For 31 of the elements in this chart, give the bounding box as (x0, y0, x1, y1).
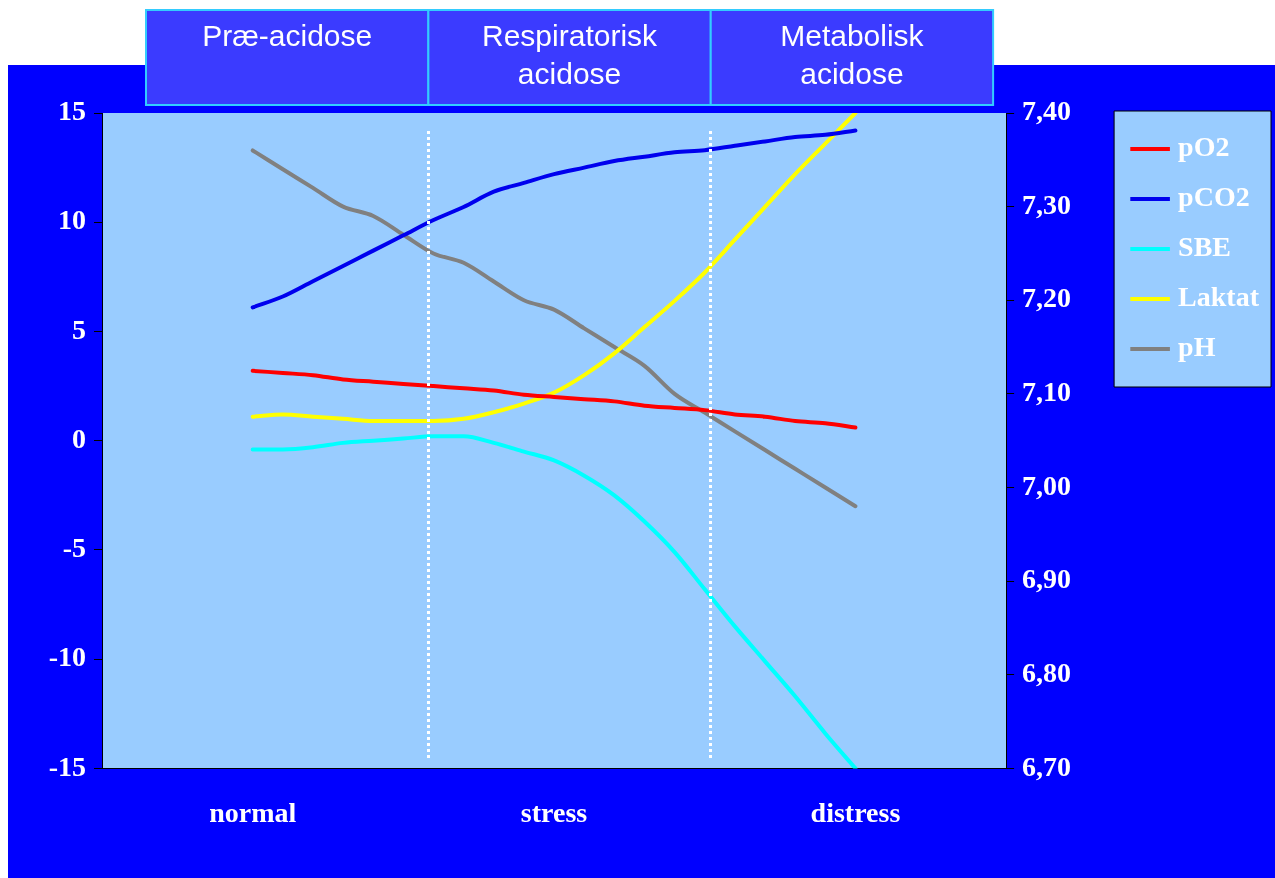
y2-tick-label: 7,00 (1022, 469, 1072, 501)
text: Metabolisk acidose (780, 19, 925, 91)
y-tick-label: 10 (58, 204, 86, 236)
x-tick-label: stress (520, 797, 588, 829)
y2-tick-label: 6,80 (1022, 657, 1072, 689)
legend-label: Laktat (1178, 281, 1260, 313)
x-tick-label: normal (209, 797, 297, 829)
legend-label: pCO2 (1178, 181, 1250, 213)
text: Respiratorisk acidose (482, 19, 659, 91)
line-series (250, 113, 858, 424)
line-series (250, 148, 858, 509)
line-series (250, 368, 858, 430)
y-tick-label: 0 (72, 422, 86, 454)
y2-tick-label: 7,10 (1022, 376, 1072, 408)
y2-tick-label: 7,20 (1022, 282, 1072, 314)
y2-tick-label: 7,30 (1022, 188, 1072, 220)
x-tick-label: distress (810, 797, 901, 829)
y-tick-label: 5 (72, 313, 86, 345)
y-tick-label: -15 (48, 750, 86, 782)
legend-label: SBE (1178, 231, 1232, 263)
line-series (250, 434, 858, 769)
legend-label: pH (1178, 331, 1216, 363)
y-tick-label: 15 (58, 95, 86, 127)
y2-tick-label: 6,90 (1022, 563, 1072, 595)
y-tick-label: -5 (62, 532, 86, 564)
y2-tick-label: 6,70 (1022, 750, 1072, 782)
y-tick-label: -10 (48, 641, 86, 673)
text: Præ-acidose (202, 19, 373, 53)
line-series (250, 128, 858, 310)
legend-label: pO2 (1178, 131, 1230, 163)
y2-tick-label: 7,40 (1022, 95, 1072, 127)
